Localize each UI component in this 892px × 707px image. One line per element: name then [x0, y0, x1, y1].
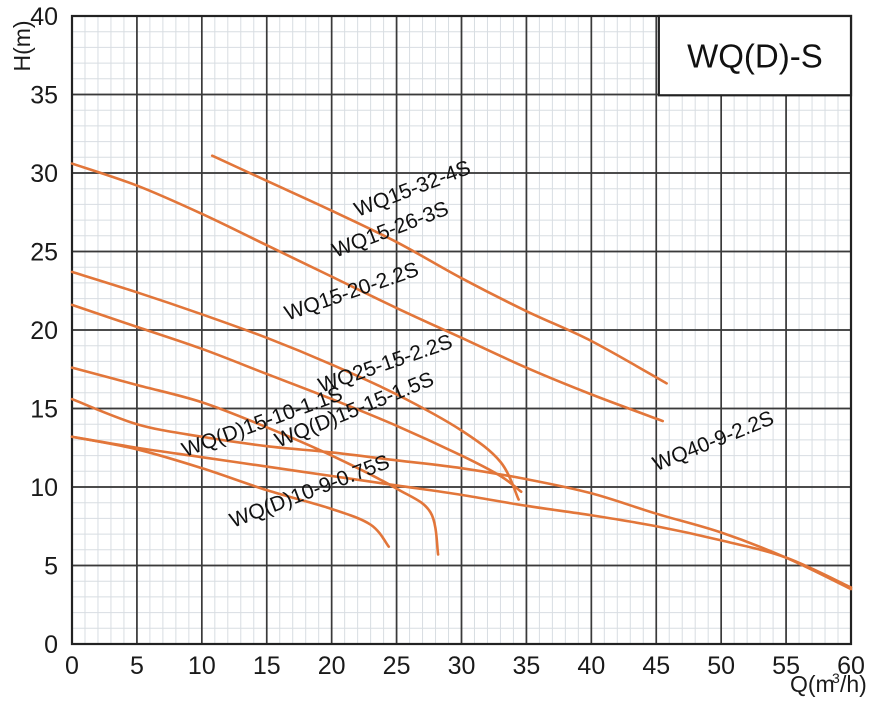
x-tick-label: 0: [65, 652, 79, 680]
y-tick-label: 35: [30, 82, 58, 110]
y-tick-label: 0: [44, 631, 58, 659]
series-curve: [70, 366, 440, 556]
y-tick-label: 20: [30, 317, 58, 345]
series-curve: [70, 397, 853, 591]
chart-title-label: WQ(D)-S: [687, 38, 823, 75]
x-tick-label: 40: [577, 652, 605, 680]
x-axis-title-base: Q(m: [790, 671, 835, 697]
x-tick-label: 5: [130, 652, 144, 680]
x-axis-title-tail: /h): [840, 671, 867, 697]
series-curve: [70, 435, 391, 548]
x-tick-label: 50: [707, 652, 735, 680]
chart-title-box-rect: [657, 14, 853, 97]
x-axis-title-superscript: 3: [832, 670, 840, 686]
y-tick-label: 25: [30, 239, 58, 267]
x-axis-title: Q(m 3 /h): [790, 670, 867, 697]
x-tick-label: 15: [253, 652, 281, 680]
y-tick-label: 40: [30, 3, 58, 31]
series-curve: [210, 154, 668, 385]
series-curves: [70, 154, 853, 591]
x-tick-label: 60: [837, 652, 865, 680]
series-curve: [70, 435, 853, 589]
y-tick-label: 10: [30, 474, 58, 502]
x-tick-label: 45: [642, 652, 670, 680]
chart-title-box: WQ(D)-S: [657, 14, 853, 97]
x-tick-label: 55: [772, 652, 800, 680]
y-axis-title: H(m): [9, 20, 35, 71]
x-tick-label: 20: [318, 652, 346, 680]
x-tick-label: 10: [188, 652, 216, 680]
series-curve: [70, 162, 665, 423]
y-axis-tick-labels: 0 5 10 15 20 25 30 35 40: [30, 3, 58, 659]
x-tick-label: 35: [513, 652, 541, 680]
series-curve: [70, 303, 523, 494]
y-tick-label: 5: [44, 553, 58, 581]
y-tick-label: 30: [30, 160, 58, 188]
series-curve: [70, 270, 520, 501]
x-tick-label: 25: [383, 652, 411, 680]
y-tick-label: 15: [30, 396, 58, 424]
plot-area-border: [70, 14, 853, 646]
x-tick-label: 30: [448, 652, 476, 680]
x-axis-tick-labels: 0 5 10 15 20 25 30 35 40 45 50 55 60: [65, 652, 865, 680]
